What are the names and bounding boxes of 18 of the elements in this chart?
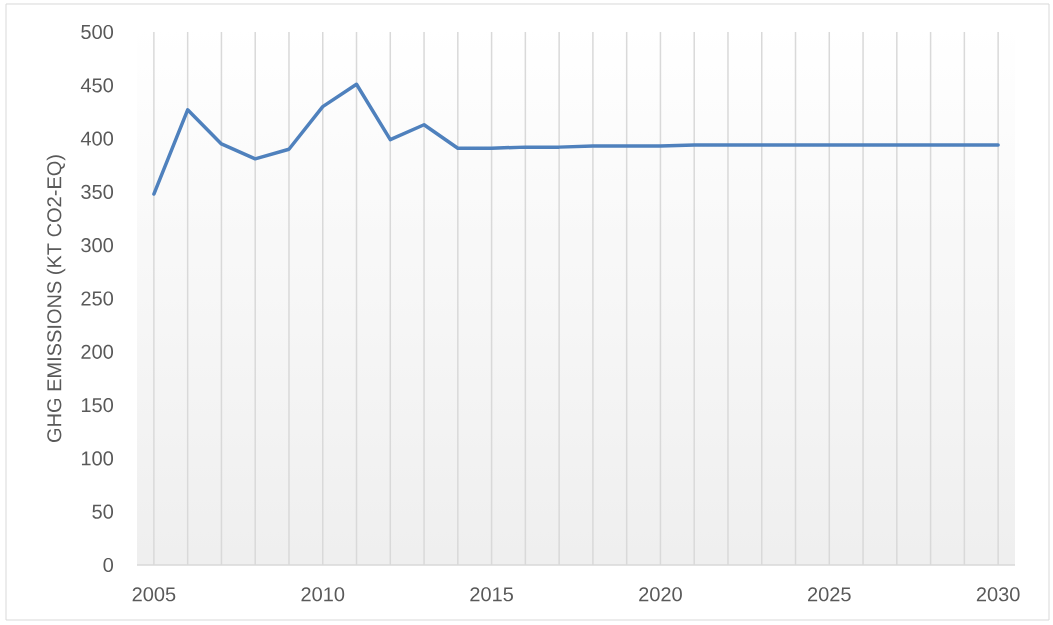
y-tick-label: 350 <box>81 184 114 199</box>
y-tick-label: 500 <box>81 24 114 40</box>
y-tick-label: 0 <box>103 557 114 573</box>
y-tick-label: 150 <box>81 398 114 413</box>
y-tick-label: 250 <box>81 291 114 306</box>
y-tick-label: 200 <box>81 344 114 359</box>
x-tick-label: 2025 <box>808 587 851 602</box>
y-tick-label: 300 <box>81 238 114 253</box>
x-tick-label: 2015 <box>470 587 513 602</box>
y-tick-label: 100 <box>81 451 114 466</box>
x-tick-label: 2020 <box>639 587 682 602</box>
x-tick-label: 2010 <box>301 587 345 602</box>
y-tick-label: 450 <box>80 78 114 93</box>
x-tick-label: 2005 <box>132 587 176 602</box>
y-axis-title: GHG EMISSIONS (KT CO2-EQ) <box>46 155 66 442</box>
y-tick-label: 50 <box>92 504 114 519</box>
y-tick-label: 400 <box>80 131 114 146</box>
x-tick-label: 2030 <box>976 587 1020 602</box>
